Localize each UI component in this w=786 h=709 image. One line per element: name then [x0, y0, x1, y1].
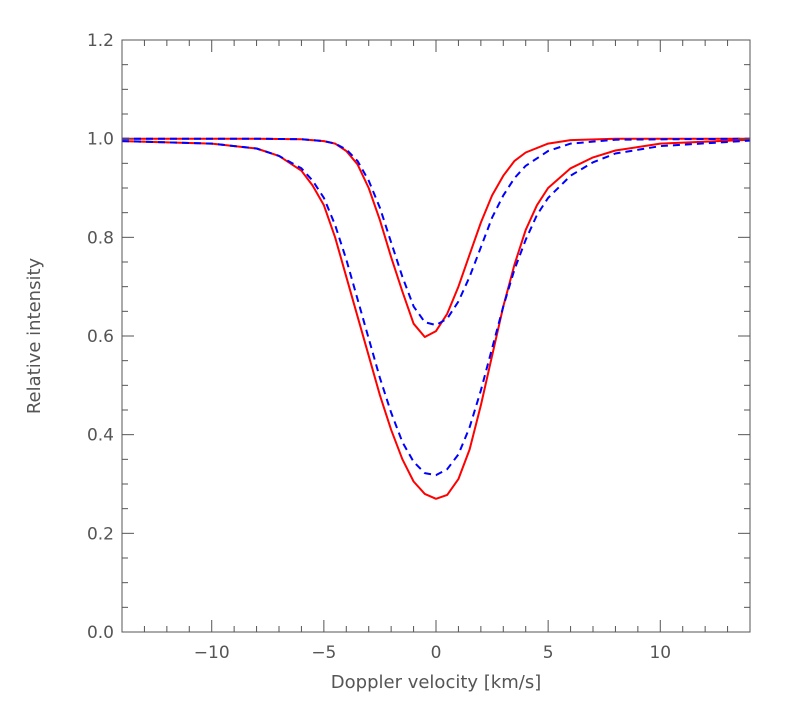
x-tick-label: 0 [431, 643, 442, 663]
series-line-4 [122, 139, 750, 477]
y-tick-label: 0.4 [87, 426, 114, 446]
y-tick-label: 0.0 [87, 623, 114, 643]
x-tick-label: 5 [543, 643, 554, 663]
y-tick-label: 0.8 [87, 228, 114, 248]
y-tick-label: 0.6 [87, 327, 114, 347]
series-group [122, 137, 750, 500]
series-line-1 [122, 137, 750, 338]
x-tick-label: −5 [311, 643, 336, 663]
plot-frame [121, 39, 751, 633]
series-line-2 [122, 137, 750, 327]
tick-group: −10 −5 0 5 10 0.0 0.2 0.4 0.6 0.8 1.0 1.2 [87, 31, 751, 663]
x-tick-label: −10 [194, 643, 230, 663]
x-axis-label: Doppler velocity [km/s] [331, 672, 541, 693]
x-tick-label: 10 [649, 643, 671, 663]
y-axis-label: Relative intensity [24, 257, 45, 414]
y-tick-label: 1.0 [87, 130, 114, 150]
series-line-3 [122, 138, 750, 500]
y-tick-label: 1.2 [87, 31, 114, 51]
y-tick-label: 0.2 [87, 524, 114, 544]
